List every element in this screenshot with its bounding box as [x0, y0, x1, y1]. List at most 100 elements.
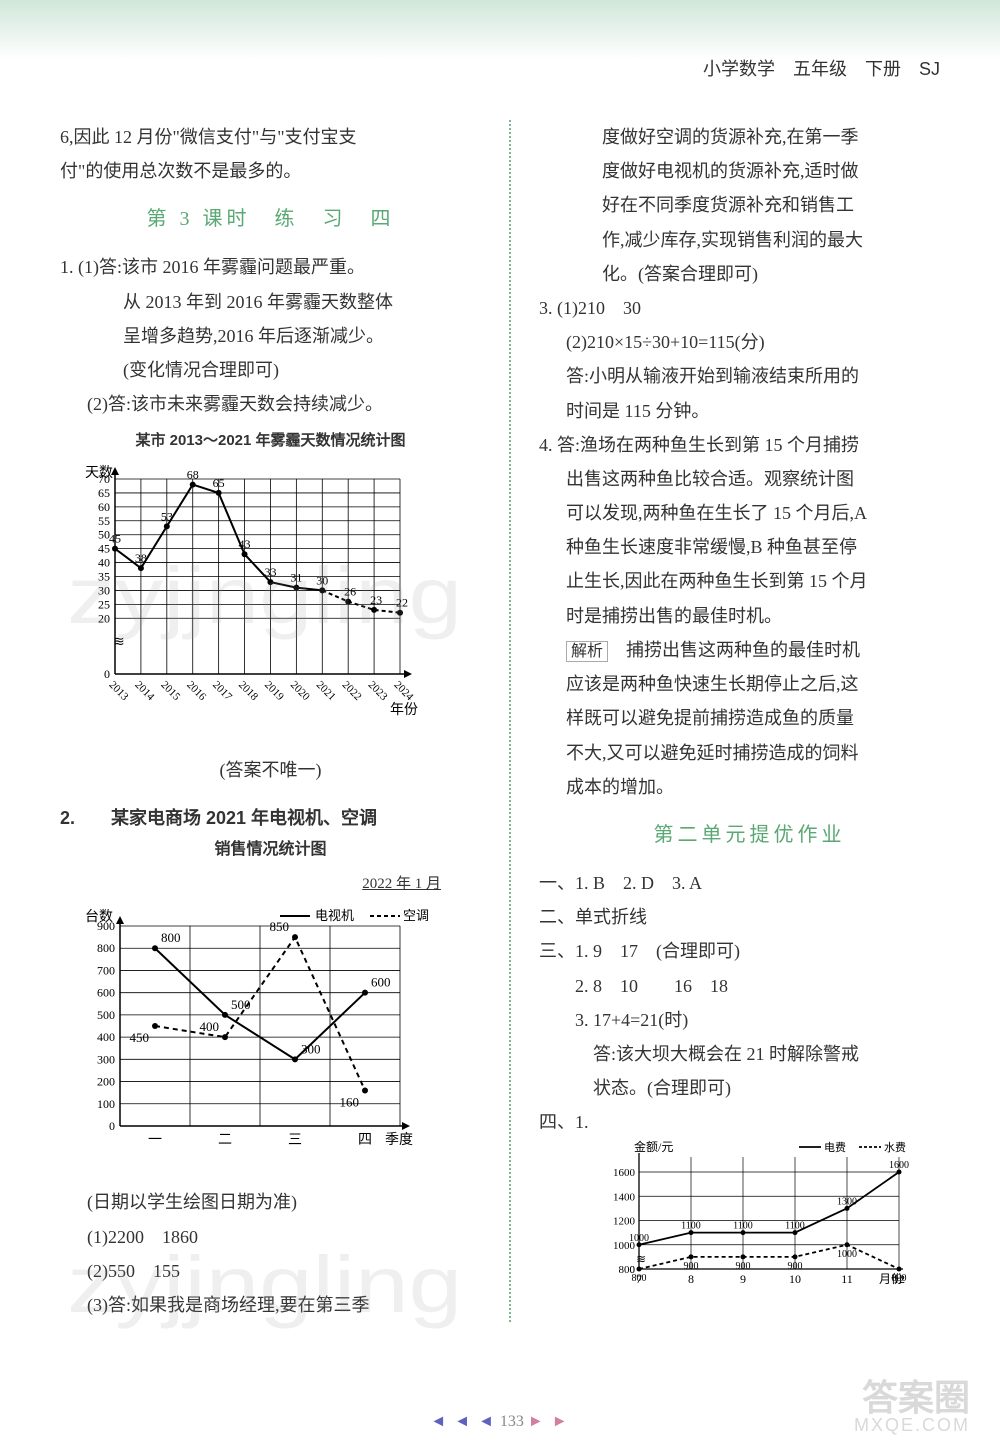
- text-line: 呈增多趋势,2016 年后逐渐减少。: [60, 319, 481, 353]
- svg-text:800: 800: [632, 1273, 647, 1284]
- svg-text:800: 800: [161, 930, 181, 945]
- svg-text:季度: 季度: [385, 1132, 413, 1148]
- svg-text:1100: 1100: [681, 1221, 701, 1232]
- haze-chart: 0202530354045505560657020132014201520162…: [70, 464, 481, 745]
- svg-text:台数: 台数: [85, 909, 113, 925]
- chart-subtitle: 销售情况统计图: [60, 835, 481, 865]
- svg-text:900: 900: [684, 1261, 699, 1272]
- svg-text:300: 300: [97, 1053, 115, 1067]
- text-line: 一、1. B 2. D 3. A: [539, 866, 960, 900]
- text-line: 出售这两种鱼比较合适。观察统计图: [539, 462, 960, 496]
- column-divider: [509, 120, 511, 1322]
- text-line: 3. 17+4=21(时): [539, 1003, 960, 1037]
- arrow-left-icon: ◄ ◄ ◄: [430, 1413, 496, 1430]
- text-line: 度做好空调的货源补充,在第一季: [539, 120, 960, 154]
- text-span: 四、1.: [539, 1112, 589, 1132]
- svg-text:1300: 1300: [837, 1197, 857, 1208]
- svg-text:68: 68: [187, 467, 199, 481]
- svg-text:≋: ≋: [636, 1252, 646, 1266]
- text-line: (2)210×15÷30+10=115(分): [539, 325, 960, 359]
- svg-text:400: 400: [97, 1030, 115, 1044]
- svg-text:天数: 天数: [85, 465, 113, 481]
- svg-text:11: 11: [841, 1272, 853, 1286]
- svg-text:三: 三: [288, 1133, 302, 1148]
- chart-title: 某市 2013～2021 年雾霾天数情况统计图: [60, 427, 481, 456]
- page-num-value: 133: [500, 1413, 524, 1430]
- svg-text:600: 600: [371, 975, 391, 990]
- svg-text:160: 160: [340, 1095, 360, 1110]
- corner-logo: 答案圈: [862, 1369, 970, 1421]
- left-column: 6,因此 12 月份"微信支付"与"支付宝支 付"的使用总次数不是最多的。 第 …: [60, 120, 481, 1322]
- svg-text:1600: 1600: [889, 1160, 909, 1171]
- chart-title: 2. 某家电商场 2021 年电视机、空调: [60, 801, 481, 835]
- text-line: 度做好电视机的货源补充,适时做: [539, 154, 960, 188]
- text-span: 捕捞出售这两种鱼的最佳时机: [608, 640, 860, 660]
- svg-text:0: 0: [104, 667, 110, 681]
- right-column: 度做好空调的货源补充,在第一季 度做好电视机的货源补充,适时做 好在不同季度货源…: [539, 120, 960, 1322]
- svg-text:10: 10: [789, 1272, 801, 1286]
- svg-text:850: 850: [270, 919, 290, 934]
- text-line: 时间是 115 分钟。: [539, 394, 960, 428]
- svg-text:22: 22: [396, 596, 408, 610]
- text-line: 不大,又可以避免延时捕捞造成的饲料: [539, 736, 960, 770]
- svg-text:23: 23: [370, 593, 382, 607]
- text-line: 4. 答:渔场在两种鱼生长到第 15 个月捕捞: [539, 428, 960, 462]
- svg-text:电费: 电费: [824, 1141, 846, 1154]
- svg-text:2021: 2021: [314, 679, 338, 703]
- svg-text:2016: 2016: [184, 679, 208, 703]
- svg-text:水费: 水费: [884, 1141, 906, 1154]
- svg-text:20: 20: [98, 611, 110, 625]
- svg-text:2014: 2014: [132, 679, 156, 703]
- text-line: 1. (1)答:该市 2016 年雾霾问题最严重。: [60, 250, 481, 284]
- page-header: 小学数学 五年级 下册 SJ: [703, 55, 940, 81]
- section-title: 第二单元提优作业: [539, 816, 960, 854]
- svg-text:900: 900: [736, 1261, 751, 1272]
- svg-text:1200: 1200: [613, 1216, 636, 1228]
- svg-text:400: 400: [200, 1019, 220, 1034]
- svg-text:金额/元: 金额/元: [634, 1139, 673, 1154]
- chart-note: (答案不唯一): [60, 753, 481, 787]
- text-line: 种鱼生长速度非常缓慢,B 种鱼甚至停: [539, 530, 960, 564]
- svg-text:2017: 2017: [210, 679, 234, 703]
- svg-text:2022: 2022: [340, 679, 364, 703]
- text-line: 三、1. 9 17 (合理即可): [539, 934, 960, 968]
- svg-text:0: 0: [109, 1119, 115, 1133]
- analysis-line: 解析 捕捞出售这两种鱼的最佳时机: [539, 633, 960, 667]
- svg-text:2013: 2013: [107, 679, 131, 703]
- svg-text:一: 一: [148, 1133, 162, 1148]
- svg-text:9: 9: [740, 1272, 746, 1286]
- text-line: 从 2013 年到 2016 年雾霾天数整体: [60, 285, 481, 319]
- svg-text:30: 30: [98, 583, 110, 597]
- svg-text:450: 450: [130, 1030, 150, 1045]
- text-line: (变化情况合理即可): [60, 353, 481, 387]
- section-title: 第 3 课时 练 习 四: [60, 200, 481, 238]
- svg-text:35: 35: [98, 569, 110, 583]
- main-content: 6,因此 12 月份"微信支付"与"支付宝支 付"的使用总次数不是最多的。 第 …: [0, 60, 1000, 1322]
- text-line: 成本的增加。: [539, 770, 960, 804]
- svg-text:四: 四: [358, 1133, 372, 1148]
- svg-text:45: 45: [109, 531, 121, 545]
- svg-text:500: 500: [97, 1008, 115, 1022]
- svg-text:≋: ≋: [113, 635, 125, 650]
- analysis-label: 解析: [566, 641, 608, 662]
- svg-text:二: 二: [218, 1133, 232, 1148]
- text-line: (2)550 155: [60, 1254, 481, 1288]
- text-line: 止生长,因此在两种鱼生长到第 15 个月: [539, 564, 960, 598]
- svg-text:65: 65: [98, 486, 110, 500]
- text-line: 2. 8 10 16 18: [539, 969, 960, 1003]
- svg-text:1000: 1000: [629, 1233, 649, 1244]
- text-line: 四、1.: [539, 1105, 960, 1139]
- text-line: 二、单式折线: [539, 900, 960, 934]
- svg-text:8: 8: [688, 1272, 694, 1286]
- svg-text:25: 25: [98, 597, 110, 611]
- svg-text:2023: 2023: [366, 679, 390, 703]
- text-line: 化。(答案合理即可): [539, 257, 960, 291]
- text-line: 样既可以避免提前捕捞造成鱼的质量: [539, 701, 960, 735]
- text-line: 应该是两种鱼快速生长期停止之后,这: [539, 667, 960, 701]
- text-line: 3. (1)210 30: [539, 291, 960, 325]
- svg-text:2019: 2019: [262, 679, 286, 703]
- appliance-chart: 0100200300400500600700800900一二三四80050030…: [70, 906, 481, 1177]
- text-line: 答:该大坝大概会在 21 时解除警戒: [539, 1037, 960, 1071]
- svg-text:2018: 2018: [236, 679, 260, 703]
- svg-text:1600: 1600: [613, 1167, 636, 1179]
